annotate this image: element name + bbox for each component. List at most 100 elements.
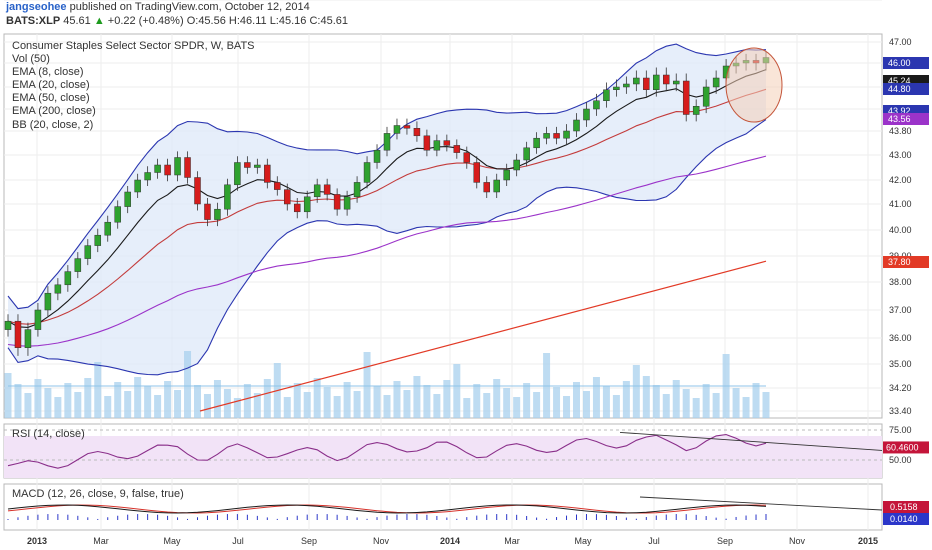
rsi-band	[4, 436, 882, 478]
volume-bar	[443, 380, 451, 418]
y-tick-label: 43.00	[889, 150, 912, 160]
candle-body	[174, 157, 181, 176]
legend-ema20[interactable]: EMA (20, close)	[12, 79, 90, 92]
y-tick-label: 42.00	[889, 175, 912, 185]
macd-value-tag	[883, 501, 929, 513]
volume-bar	[303, 392, 311, 418]
volume-bar	[313, 378, 321, 418]
candle-body	[513, 159, 520, 171]
rsi-tick-label: 50.00	[889, 455, 912, 465]
volume-bar	[403, 390, 411, 418]
candle-body	[413, 128, 421, 137]
y-tick-label: 47.00	[889, 37, 912, 47]
candle-body	[363, 162, 371, 183]
candle-body	[313, 184, 321, 198]
volume-bar	[164, 381, 172, 418]
volume-bar	[652, 385, 660, 418]
candle-body	[453, 145, 461, 153]
low-text: L:45.16	[269, 15, 307, 27]
candle-body	[443, 140, 451, 146]
price-tag	[883, 57, 929, 69]
volume-bar	[423, 385, 431, 418]
candle-body	[383, 133, 391, 151]
candle-body	[573, 119, 580, 132]
rsi-title: RSI (14, close)	[12, 428, 85, 440]
y-tick-label: 36.00	[889, 333, 912, 343]
y-tick-label: 37.00	[889, 305, 912, 315]
volume-bar	[642, 376, 650, 418]
candle-body	[254, 164, 261, 168]
volume-bar	[573, 382, 580, 418]
y-tick-label: 35.00	[889, 359, 912, 369]
volume-bar	[672, 380, 680, 418]
candle-body	[114, 206, 121, 223]
candle-body	[343, 196, 351, 210]
volume-bar	[503, 388, 511, 418]
change-text: +0.22 (+0.48%)	[107, 15, 184, 27]
volume-bar	[682, 389, 690, 418]
price-tag	[883, 83, 929, 95]
candle-body	[194, 177, 201, 205]
candle-body	[104, 221, 111, 236]
x-tick-label: May	[574, 536, 592, 546]
volume-bar	[523, 383, 531, 418]
candle-body	[34, 309, 42, 330]
candle-body	[204, 203, 211, 220]
legend-bb[interactable]: BB (20, close, 2)	[12, 118, 94, 131]
volume-bar	[592, 377, 600, 418]
volume-bar	[194, 385, 201, 418]
volume-bar	[732, 388, 740, 418]
candle-body	[702, 86, 710, 107]
volume-bar	[84, 378, 92, 418]
volume-bar	[74, 392, 82, 418]
legend-vol[interactable]: Vol (50)	[12, 53, 50, 66]
price-tag-label: 46.00	[888, 58, 911, 68]
x-tick-label: Sep	[301, 536, 317, 546]
volume-bar	[662, 394, 670, 418]
volume-bar	[44, 388, 52, 418]
author-name[interactable]: jangseohee	[6, 1, 67, 13]
volume-bar	[213, 380, 221, 418]
candle-body	[303, 196, 311, 213]
up-arrow-icon: ▲	[93, 15, 105, 27]
published-text: published on TradingView.com, October 12…	[69, 1, 310, 13]
candle-body	[323, 184, 331, 195]
volume-bar	[243, 384, 251, 418]
candle-body	[633, 77, 640, 85]
bb-lower-line	[7, 119, 767, 376]
volume-bar	[233, 398, 241, 418]
legend-ema200[interactable]: EMA (200, close)	[12, 105, 96, 118]
macd-hist-tag	[883, 513, 929, 525]
macd-line	[7, 504, 767, 514]
legend-ema8[interactable]: EMA (8, close)	[12, 66, 84, 79]
close-text: C:45.61	[309, 15, 348, 27]
price-tag-label: 43.92	[888, 106, 911, 116]
candle-body	[663, 74, 670, 85]
volume-bar	[702, 384, 710, 418]
volume-bar	[134, 377, 142, 418]
volume-bar	[612, 395, 620, 418]
last-price: 45.61	[63, 15, 91, 27]
candle-body	[563, 130, 570, 139]
candle-body	[712, 77, 720, 88]
candle-body	[244, 162, 251, 168]
price-tag	[883, 256, 929, 268]
candle-body	[393, 125, 401, 134]
y-tick-label: 38.00	[889, 277, 912, 287]
candle-body	[224, 184, 231, 210]
candle-body	[583, 108, 590, 121]
candle-body	[692, 106, 700, 115]
x-tick-label: May	[163, 536, 181, 546]
candle-body	[463, 152, 471, 163]
volume-bar	[293, 383, 301, 418]
candle-body	[24, 329, 32, 349]
candle-body	[623, 83, 630, 88]
candle-body	[94, 234, 102, 246]
legend-ema50[interactable]: EMA (50, close)	[12, 92, 90, 105]
candle-body	[164, 164, 171, 176]
volume-bar	[144, 386, 152, 418]
quote-line: BATS:XLP 45.61 ▲ +0.22 (+0.48%) O:45.56 …	[6, 15, 348, 27]
volume-bar	[433, 394, 441, 418]
volume-bar	[353, 391, 361, 418]
volume-bar	[343, 382, 351, 418]
